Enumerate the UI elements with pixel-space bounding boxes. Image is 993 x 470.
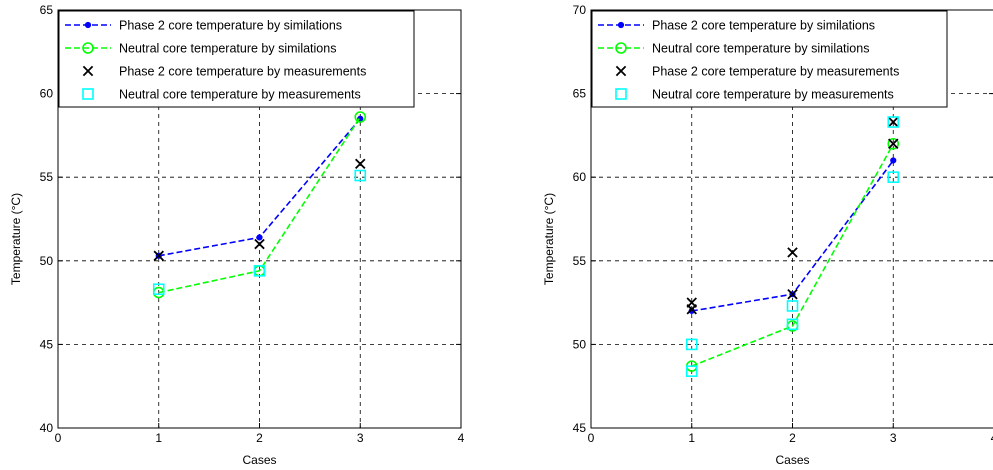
data-point: [787, 247, 798, 258]
data-point: [686, 304, 697, 315]
legend-label: Phase 2 core temperature by measurements: [652, 65, 899, 79]
series-4: [152, 169, 367, 296]
y-axis-label: Temperature (°C): [9, 193, 23, 285]
legend-label: Phase 2 core temperature by similations: [119, 19, 342, 33]
chart-panel-2: 0 1 2 3 4 45 50 55 60 65 70 Cases Temperature (°C) Ph…: [542, 3, 993, 467]
legend: Phase 2 core temperature by similations N…: [58, 10, 415, 108]
series-3: [153, 158, 366, 262]
legend-label: Neutral core temperature by similations: [119, 42, 336, 56]
legend-marker: [82, 65, 94, 77]
data-point: [890, 157, 897, 164]
legend-marker: [82, 42, 94, 54]
x-tick-label: 0: [55, 431, 62, 445]
y-tick-label: 65: [573, 87, 587, 101]
data-point: [786, 300, 799, 312]
legend-box: [58, 10, 415, 108]
data-point: [887, 116, 900, 128]
y-tick-label: 70: [573, 3, 587, 17]
legend-label: Neutral core temperature by similations: [652, 42, 869, 56]
y-tick-label: 50: [573, 337, 587, 351]
legend-label: Neutral core temperature by measurements: [652, 88, 894, 102]
x-axis-label: Cases: [775, 453, 809, 467]
data-point: [355, 158, 366, 170]
data-point: [256, 234, 263, 241]
legend-marker: [82, 88, 94, 100]
legend: Phase 2 core temperature by similations N…: [591, 10, 948, 108]
y-tick-label: 50: [40, 254, 54, 268]
y-tick-label: 55: [40, 170, 54, 184]
legend-marker: [615, 42, 627, 54]
x-tick-label: 2: [789, 431, 796, 445]
x-tick-label: 1: [155, 431, 162, 445]
y-axis-label: Temperature (°C): [542, 193, 556, 285]
series-4: [685, 116, 900, 377]
series-3: [686, 116, 899, 315]
legend-marker: [615, 65, 627, 77]
legend-label: Neutral core temperature by measurements: [119, 88, 361, 102]
data-point: [685, 365, 698, 377]
x-tick-label: 1: [688, 431, 695, 445]
data-point: [888, 116, 899, 128]
x-tick-label: 4: [991, 431, 993, 445]
y-tick-label: 65: [40, 3, 54, 17]
series-line: [691, 143, 895, 367]
data-point: [254, 238, 265, 250]
x-axis-label: Cases: [242, 453, 276, 467]
x-tick-label: 2: [256, 431, 263, 445]
legend-label: Phase 2 core temperature by measurements: [119, 65, 366, 79]
y-tick-label: 45: [40, 337, 54, 351]
x-tick-label: 4: [458, 431, 465, 445]
legend-marker: [617, 21, 625, 29]
data-point: [887, 137, 900, 150]
data-point: [685, 338, 698, 351]
data-point: [253, 265, 266, 277]
data-point: [887, 171, 900, 183]
chart-panel-1: 0 1 2 3 4 40 45 50 55 60 65 Cases Temperature (°C) Ph…: [9, 3, 465, 467]
y-tick-label: 55: [573, 254, 587, 268]
data-point: [354, 169, 367, 182]
y-tick-label: 45: [573, 421, 587, 435]
x-tick-label: 3: [890, 431, 897, 445]
data-point: [888, 138, 899, 149]
data-point: [354, 111, 367, 123]
data-point: [153, 250, 164, 262]
series-line: [158, 116, 361, 294]
legend-marker: [615, 88, 627, 100]
y-tick-label: 60: [573, 170, 587, 184]
x-tick-label: 3: [357, 431, 364, 445]
legend-box: [591, 10, 948, 108]
data-point: [152, 283, 165, 296]
y-tick-label: 60: [40, 87, 54, 101]
data-point: [787, 289, 798, 300]
legend-label: Phase 2 core temperature by similations: [652, 19, 875, 33]
x-tick-label: 0: [588, 431, 595, 445]
data-point: [786, 318, 799, 331]
legend-marker: [84, 21, 92, 29]
y-tick-label: 40: [40, 421, 54, 435]
